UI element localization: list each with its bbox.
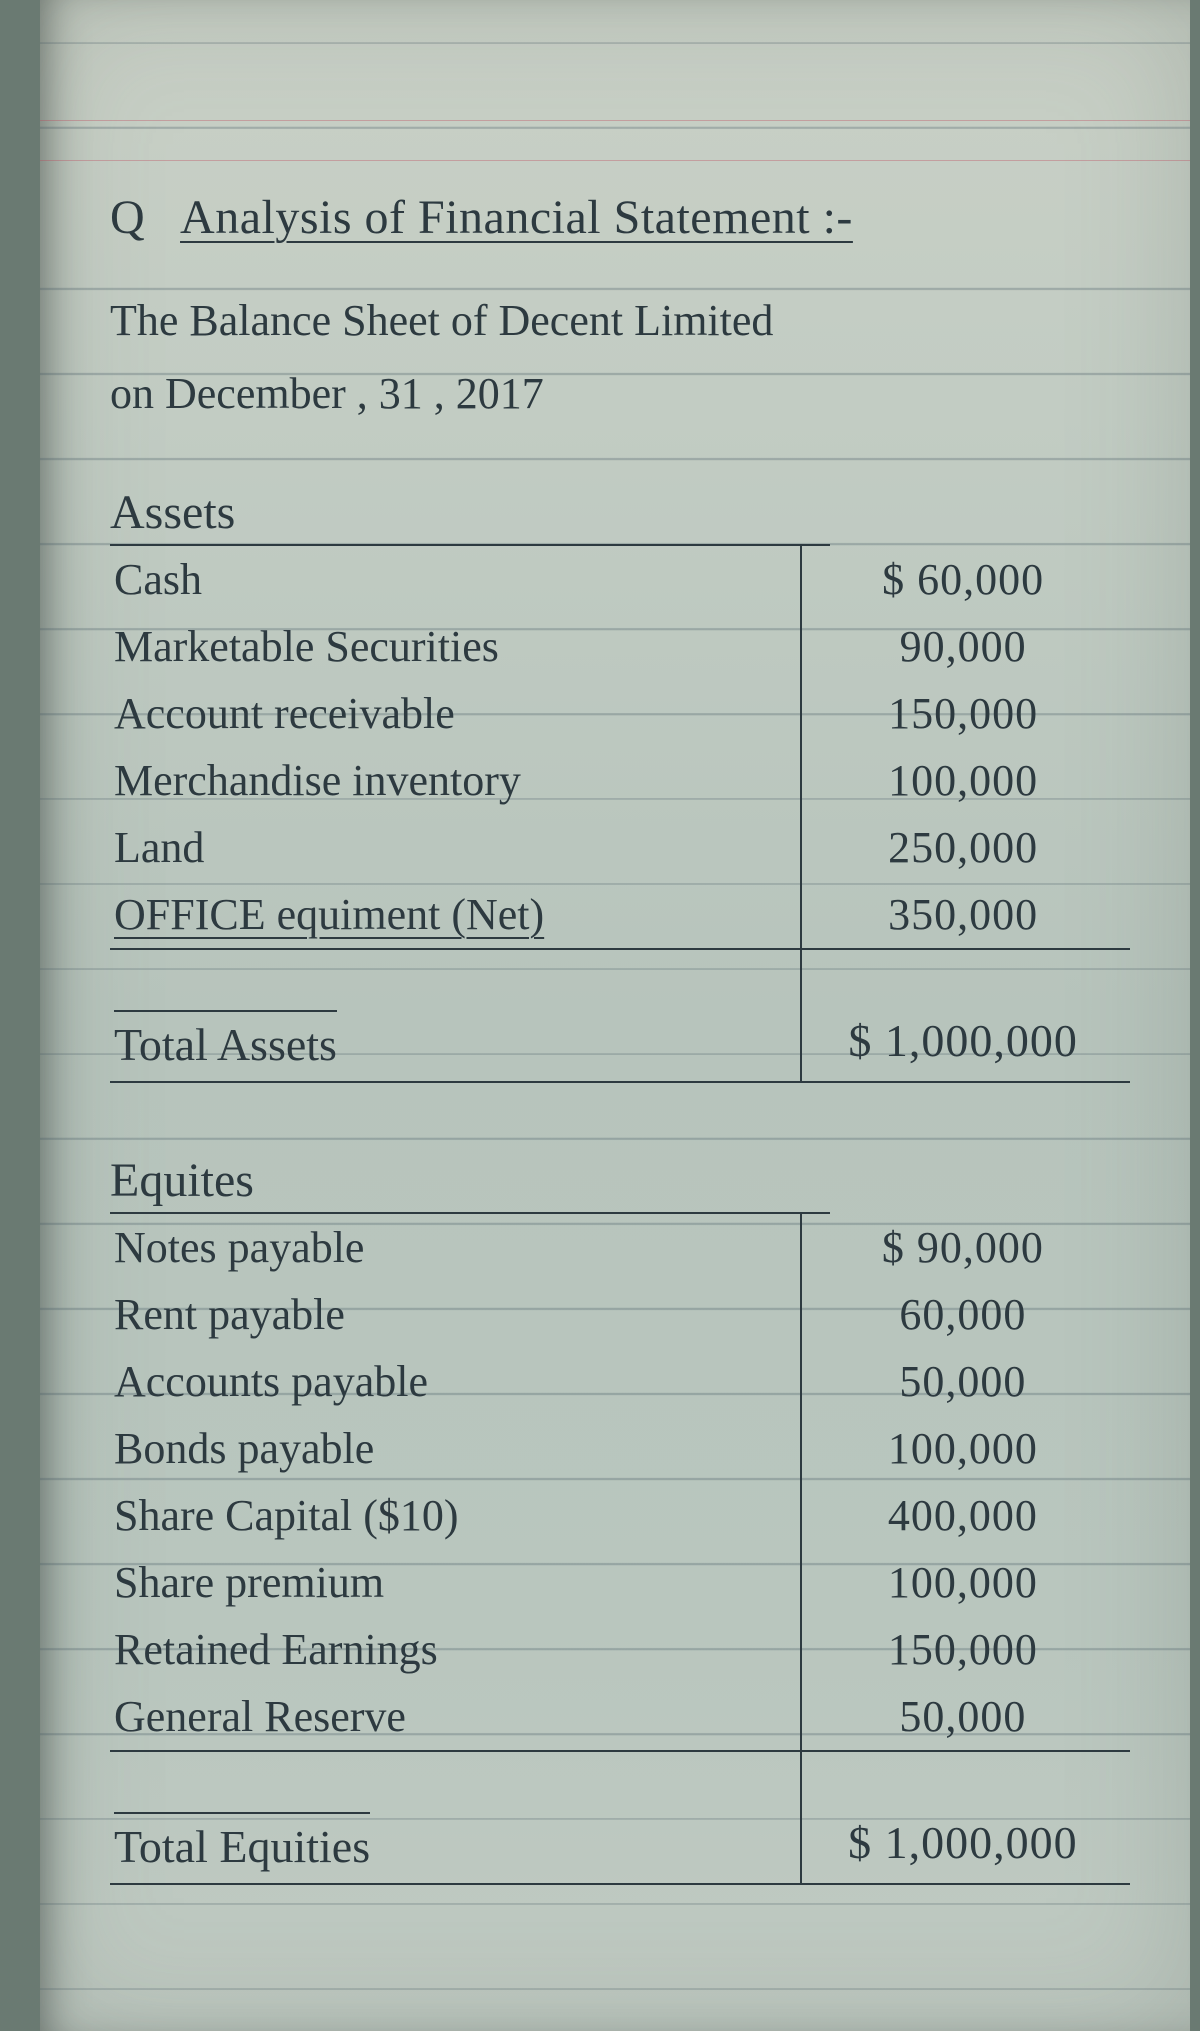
table-row: Cash $ 60,000 xyxy=(110,546,1130,613)
equities-heading: Equites xyxy=(110,1153,830,1214)
equity-value: 60,000 xyxy=(801,1281,1130,1348)
asset-value: 350,000 xyxy=(801,881,1130,949)
assets-table: Cash $ 60,000 Marketable Securities 90,0… xyxy=(110,546,1130,1083)
equity-value: 50,000 xyxy=(801,1348,1130,1415)
asset-label: OFFICE equiment (Net) xyxy=(110,881,801,949)
asset-label: Land xyxy=(110,814,801,881)
equity-value: 150,000 xyxy=(801,1616,1130,1683)
table-row: Notes payable $ 90,000 xyxy=(110,1214,1130,1281)
table-spacer xyxy=(110,949,1130,992)
notebook-page: Q Analysis of Financial Statement :- The… xyxy=(40,0,1190,2031)
equity-label: General Reserve xyxy=(110,1683,801,1751)
subtitle: The Balance Sheet of Decent Limited on D… xyxy=(110,285,1150,430)
equity-label: Bonds payable xyxy=(110,1415,801,1482)
table-row: General Reserve 50,000 xyxy=(110,1683,1130,1751)
equity-value: 100,000 xyxy=(801,1549,1130,1616)
equities-table: Notes payable $ 90,000 Rent payable 60,0… xyxy=(110,1214,1130,1885)
equity-label: Retained Earnings xyxy=(110,1616,801,1683)
asset-label: Cash xyxy=(110,546,801,613)
equities-total-label: Total Equities xyxy=(110,1794,801,1884)
equity-label: Accounts payable xyxy=(110,1348,801,1415)
asset-label-underlined: OFFICE equiment (Net) xyxy=(114,890,544,939)
assets-total-value: $ 1,000,000 xyxy=(801,992,1130,1082)
equity-label: Share premium xyxy=(110,1549,801,1616)
equity-value: 400,000 xyxy=(801,1482,1130,1549)
assets-total-label-text: Total Assets xyxy=(114,1010,337,1071)
spacer-cell xyxy=(801,1751,1130,1794)
title-prefix: Q xyxy=(110,191,145,244)
equities-total-label-text: Total Equities xyxy=(114,1812,370,1873)
equity-value: 50,000 xyxy=(801,1683,1130,1751)
table-row: Share premium 100,000 xyxy=(110,1549,1130,1616)
table-row: Bonds payable 100,000 xyxy=(110,1415,1130,1482)
asset-value: 150,000 xyxy=(801,680,1130,747)
equities-total-value: $ 1,000,000 xyxy=(801,1794,1130,1884)
asset-label: Account receivable xyxy=(110,680,801,747)
equity-label: Share Capital ($10) xyxy=(110,1482,801,1549)
spacer-cell xyxy=(801,949,1130,992)
page-title: Q Analysis of Financial Statement :- xyxy=(110,190,1150,245)
asset-label: Merchandise inventory xyxy=(110,747,801,814)
assets-total-label: Total Assets xyxy=(110,992,801,1082)
equity-value: 100,000 xyxy=(801,1415,1130,1482)
subtitle-line-2: on December , 31 , 2017 xyxy=(110,358,1150,431)
table-row: Rent payable 60,000 xyxy=(110,1281,1130,1348)
equity-label: Notes payable xyxy=(110,1214,801,1281)
table-row: Marketable Securities 90,000 xyxy=(110,613,1130,680)
table-row: Retained Earnings 150,000 xyxy=(110,1616,1130,1683)
title-text: Analysis of Financial Statement :- xyxy=(180,191,853,244)
assets-total-row: Total Assets $ 1,000,000 xyxy=(110,992,1130,1082)
equity-label: Rent payable xyxy=(110,1281,801,1348)
spacer-cell xyxy=(110,1751,801,1794)
equities-total-row: Total Equities $ 1,000,000 xyxy=(110,1794,1130,1884)
table-row: Land 250,000 xyxy=(110,814,1130,881)
table-spacer xyxy=(110,1751,1130,1794)
page-content: Q Analysis of Financial Statement :- The… xyxy=(110,190,1150,1885)
asset-value: 250,000 xyxy=(801,814,1130,881)
asset-label: Marketable Securities xyxy=(110,613,801,680)
spacer-cell xyxy=(110,949,801,992)
asset-value: $ 60,000 xyxy=(801,546,1130,613)
table-row: Share Capital ($10) 400,000 xyxy=(110,1482,1130,1549)
table-row: OFFICE equiment (Net) 350,000 xyxy=(110,881,1130,949)
assets-heading: Assets xyxy=(110,485,830,546)
asset-value: 90,000 xyxy=(801,613,1130,680)
asset-value: 100,000 xyxy=(801,747,1130,814)
table-row: Merchandise inventory 100,000 xyxy=(110,747,1130,814)
table-row: Account receivable 150,000 xyxy=(110,680,1130,747)
table-row: Accounts payable 50,000 xyxy=(110,1348,1130,1415)
equity-value: $ 90,000 xyxy=(801,1214,1130,1281)
subtitle-line-1: The Balance Sheet of Decent Limited xyxy=(110,285,1150,358)
